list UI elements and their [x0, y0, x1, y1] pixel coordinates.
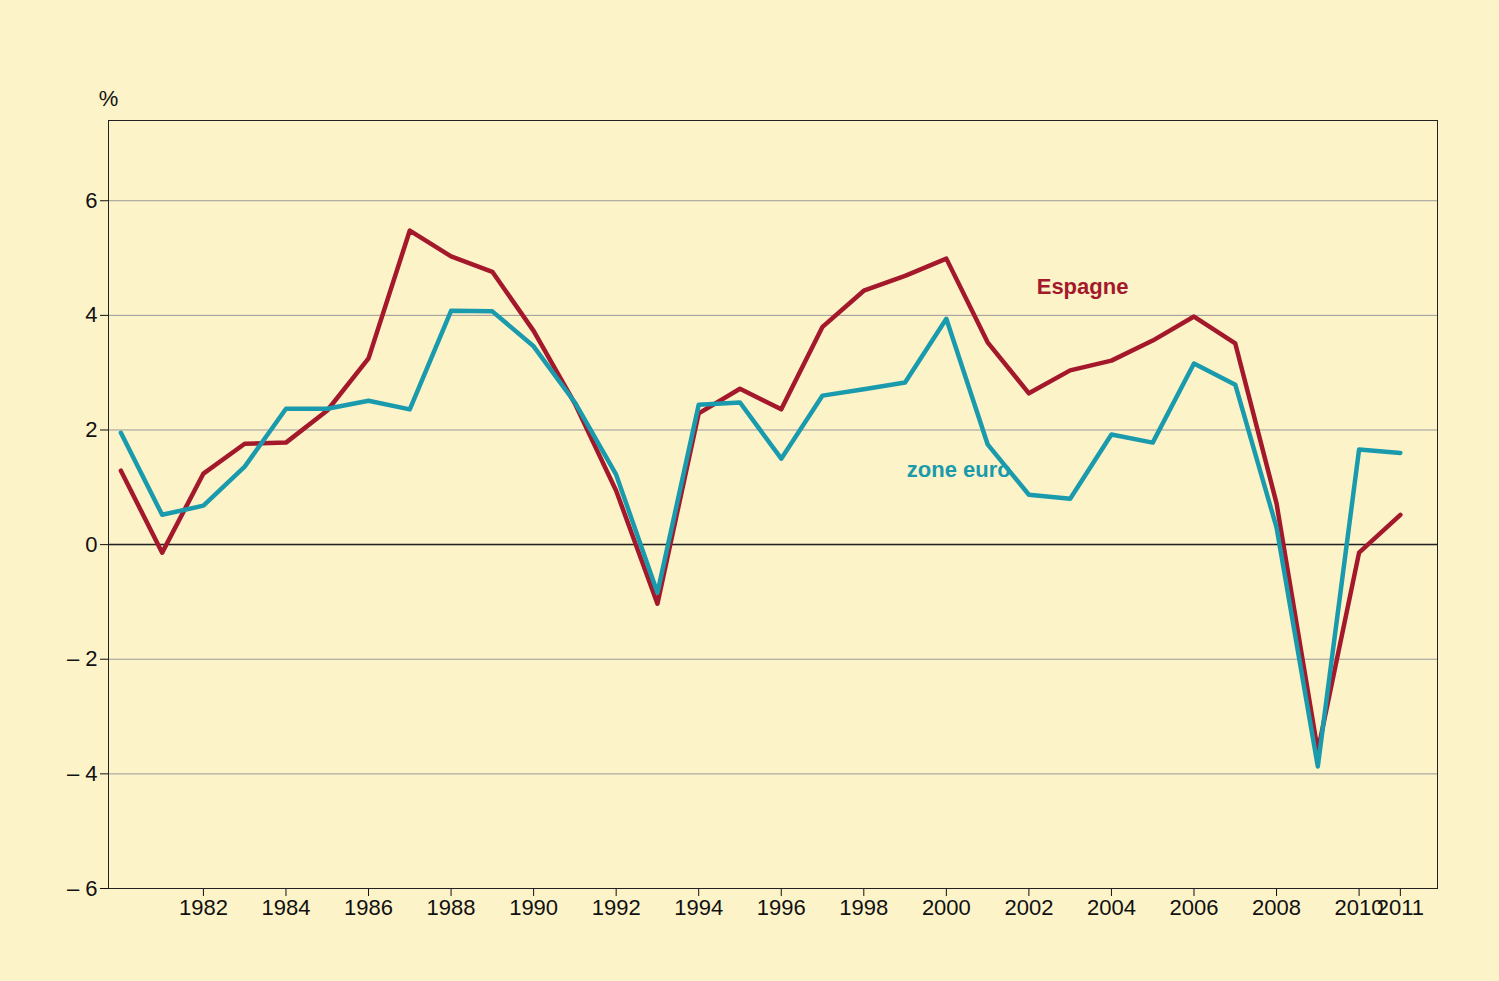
svg-text:6: 6: [85, 188, 97, 213]
svg-text:1982: 1982: [179, 895, 228, 920]
svg-text:2: 2: [85, 417, 97, 442]
svg-text:1998: 1998: [839, 895, 888, 920]
svg-text:1988: 1988: [427, 895, 476, 920]
svg-text:– 2: – 2: [67, 646, 98, 671]
svg-text:– 4: – 4: [67, 761, 98, 786]
svg-text:2004: 2004: [1087, 895, 1136, 920]
svg-text:1984: 1984: [261, 895, 310, 920]
svg-text:1996: 1996: [757, 895, 806, 920]
svg-text:2000: 2000: [922, 895, 971, 920]
svg-text:1986: 1986: [344, 895, 393, 920]
svg-text:zone euro: zone euro: [907, 457, 1011, 482]
svg-text:2006: 2006: [1170, 895, 1219, 920]
svg-text:4: 4: [85, 302, 97, 327]
svg-text:0: 0: [85, 532, 97, 557]
svg-text:1990: 1990: [509, 895, 558, 920]
svg-text:Espagne: Espagne: [1037, 274, 1129, 299]
svg-text:– 6: – 6: [67, 876, 98, 901]
svg-text:2010: 2010: [1334, 895, 1384, 921]
svg-text:%: %: [99, 86, 119, 111]
svg-text:1994: 1994: [674, 895, 723, 920]
svg-text:2011: 2011: [1377, 895, 1424, 920]
svg-text:2002: 2002: [1004, 895, 1053, 920]
svg-text:2008: 2008: [1252, 895, 1301, 920]
svg-text:1992: 1992: [592, 895, 641, 920]
